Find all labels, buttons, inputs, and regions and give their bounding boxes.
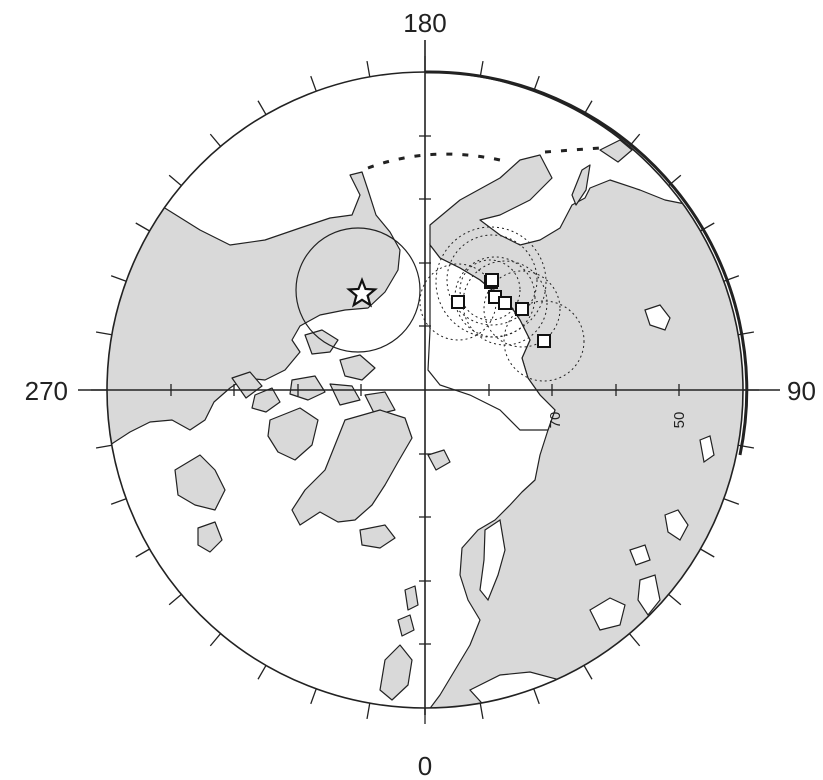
island-novaya-zemlya bbox=[571, 164, 591, 206]
landmass-north-america bbox=[107, 171, 401, 446]
island-arctic-1 bbox=[304, 329, 339, 355]
perimeter-tick bbox=[257, 665, 267, 680]
latitude-label-50: 50 bbox=[671, 412, 688, 429]
perimeter-tick bbox=[310, 75, 317, 92]
island-arctic-5 bbox=[289, 375, 326, 401]
perimeter-tick bbox=[479, 60, 484, 77]
perimeter-tick bbox=[168, 593, 182, 606]
sea-baltic bbox=[479, 518, 506, 602]
longitude-label-top: 180 bbox=[403, 8, 446, 38]
island-southampton bbox=[197, 521, 223, 553]
square-markers bbox=[451, 273, 551, 348]
island-iceland bbox=[359, 524, 396, 549]
sea-black bbox=[589, 597, 626, 631]
star-uncertainty-circle bbox=[295, 227, 421, 353]
perimeter-tick bbox=[366, 60, 371, 77]
latitude-ticks bbox=[170, 135, 680, 645]
perimeter-tick bbox=[366, 703, 371, 720]
perimeter-tick bbox=[700, 548, 715, 558]
perimeter-tick bbox=[479, 703, 484, 720]
perimeter-tick bbox=[110, 498, 127, 505]
perimeter-tick bbox=[95, 331, 112, 336]
perimeter-tick bbox=[668, 174, 682, 187]
island-baffin bbox=[267, 407, 319, 461]
perimeter-tick bbox=[209, 133, 222, 147]
island-british bbox=[379, 644, 413, 701]
landmass-northwest bbox=[107, 149, 161, 216]
dotted-uncertainty-circle bbox=[446, 234, 538, 326]
lake-3 bbox=[699, 435, 715, 464]
dashed-boundary-line bbox=[367, 152, 501, 170]
perimeter-tick bbox=[723, 275, 740, 282]
perimeter-tick bbox=[135, 548, 150, 558]
perimeter-tick bbox=[209, 633, 222, 647]
island-ireland bbox=[397, 614, 415, 637]
island-faroe bbox=[404, 585, 419, 611]
landmass-greenland bbox=[291, 409, 413, 526]
perimeter-tick bbox=[738, 444, 755, 449]
perimeter-tick bbox=[628, 133, 641, 147]
perimeter-tick bbox=[723, 498, 740, 505]
square-outline-icon bbox=[537, 334, 551, 348]
perimeter-tick bbox=[310, 688, 317, 705]
perimeter-tick bbox=[533, 75, 540, 92]
perimeter-tick bbox=[700, 222, 715, 232]
sea-caspian bbox=[637, 574, 661, 617]
perimeter-tick bbox=[95, 444, 112, 449]
dotted-uncertainty-circle bbox=[483, 270, 561, 348]
island-svalbard bbox=[427, 449, 451, 471]
perimeter-tick bbox=[668, 593, 682, 606]
square-outline-icon bbox=[451, 295, 465, 309]
perimeter-tick bbox=[583, 100, 593, 115]
island-arctic-2 bbox=[339, 354, 376, 381]
island-arctic-3 bbox=[251, 387, 281, 413]
perimeter-tick bbox=[257, 100, 267, 115]
landmass-labrador bbox=[174, 454, 226, 511]
longitude-label-left: 270 bbox=[25, 376, 68, 406]
latitude-label-70: 70 bbox=[547, 412, 564, 429]
sea-cutouts bbox=[427, 243, 556, 431]
perimeter-tick bbox=[628, 633, 641, 647]
lake-1 bbox=[644, 304, 671, 331]
dotted-uncertainty-circle bbox=[459, 259, 521, 321]
island-arctic-7 bbox=[364, 391, 396, 416]
square-outline-icon bbox=[498, 296, 512, 310]
perimeter-tick bbox=[110, 275, 127, 282]
perimeter-tick bbox=[135, 222, 150, 232]
dotted-uncertainty-circle bbox=[503, 300, 585, 382]
landmass-chukotka bbox=[599, 139, 633, 163]
lake-2 bbox=[664, 509, 689, 541]
island-arctic-4 bbox=[231, 371, 263, 399]
perimeter-tick bbox=[583, 665, 593, 680]
perimeter-tick bbox=[738, 331, 755, 336]
longitude-ticks bbox=[91, 56, 759, 724]
square-outline-icon bbox=[485, 273, 499, 287]
lake-4 bbox=[629, 544, 651, 566]
map-outline-right-thick bbox=[424, 70, 749, 456]
perimeter-tick bbox=[533, 688, 540, 705]
longitude-label-right: 90 bbox=[787, 376, 816, 406]
square-outline-icon bbox=[515, 302, 529, 316]
star-outline-icon bbox=[346, 276, 378, 308]
longitude-label-bottom: 0 bbox=[418, 751, 432, 780]
perimeter-tick bbox=[168, 174, 182, 187]
